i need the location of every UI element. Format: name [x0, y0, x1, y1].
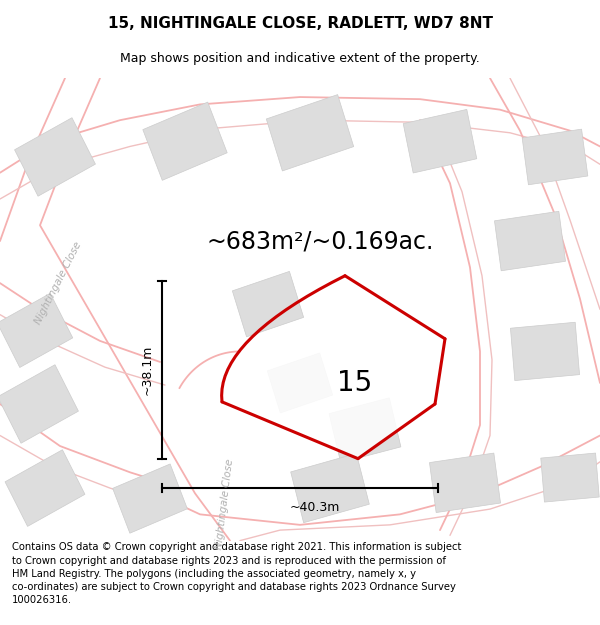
Polygon shape — [5, 450, 85, 526]
Polygon shape — [232, 271, 304, 337]
Text: Map shows position and indicative extent of the property.: Map shows position and indicative extent… — [120, 52, 480, 65]
Polygon shape — [541, 453, 599, 502]
Polygon shape — [329, 398, 401, 462]
Polygon shape — [494, 211, 566, 271]
Text: 15, NIGHTINGALE CLOSE, RADLETT, WD7 8NT: 15, NIGHTINGALE CLOSE, RADLETT, WD7 8NT — [107, 16, 493, 31]
Polygon shape — [143, 102, 227, 181]
Text: ~40.3m: ~40.3m — [290, 501, 340, 514]
Polygon shape — [0, 365, 79, 443]
Polygon shape — [403, 109, 477, 173]
Text: 15: 15 — [337, 369, 373, 397]
Text: Nightingale Close: Nightingale Close — [214, 458, 236, 550]
Text: Contains OS data © Crown copyright and database right 2021. This information is : Contains OS data © Crown copyright and d… — [12, 542, 461, 605]
Text: Nightingale Close: Nightingale Close — [33, 240, 83, 326]
Text: ~683m²/~0.169ac.: ~683m²/~0.169ac. — [206, 229, 434, 253]
Polygon shape — [113, 464, 187, 533]
Polygon shape — [268, 353, 332, 413]
Polygon shape — [14, 118, 95, 196]
Text: ~38.1m: ~38.1m — [141, 344, 154, 395]
Polygon shape — [522, 129, 588, 185]
Polygon shape — [266, 94, 353, 171]
Polygon shape — [222, 276, 445, 459]
Polygon shape — [430, 453, 500, 512]
Polygon shape — [0, 293, 73, 368]
Polygon shape — [511, 322, 580, 381]
Polygon shape — [290, 453, 370, 522]
